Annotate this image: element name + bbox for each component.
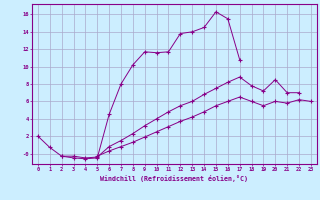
X-axis label: Windchill (Refroidissement éolien,°C): Windchill (Refroidissement éolien,°C) (100, 175, 248, 182)
